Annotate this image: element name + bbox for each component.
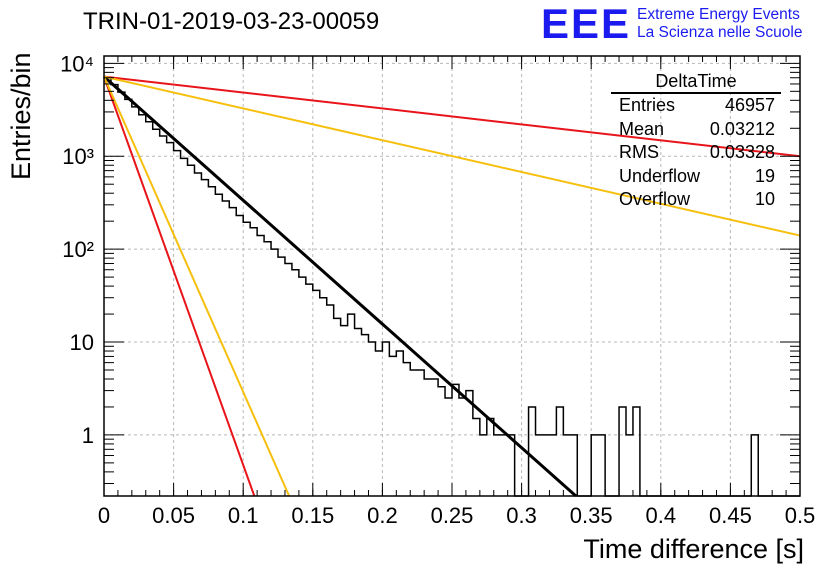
x-tick-label: 0.25 bbox=[431, 503, 474, 528]
series-lines bbox=[103, 75, 801, 498]
logo-letters: EEE bbox=[541, 0, 632, 47]
logo-line-1: Extreme Energy Events bbox=[637, 6, 800, 23]
stats-label: Overflow bbox=[619, 189, 691, 209]
stats-row-overflow: Overflow 10 bbox=[611, 188, 781, 212]
y-tick-label: 10³ bbox=[62, 144, 94, 169]
axis-ticks bbox=[103, 56, 801, 496]
stats-label: Underflow bbox=[619, 165, 701, 186]
x-tick-label: 0.3 bbox=[506, 503, 537, 528]
x-tick-label: 0.5 bbox=[785, 503, 816, 528]
y-axis-label: Entries/bin bbox=[6, 52, 36, 180]
stats-title: DeltaTime bbox=[611, 70, 781, 94]
stats-label: RMS bbox=[619, 142, 659, 162]
reference-line-orange-slow bbox=[103, 75, 801, 237]
plot-title: TRIN-01-2019-03-23-00059 bbox=[83, 8, 380, 35]
x-tick-label: 0.05 bbox=[152, 503, 195, 528]
x-tick-label: 0.1 bbox=[228, 503, 259, 528]
y-tick-label: 10⁴ bbox=[60, 51, 94, 76]
stats-value: 19 bbox=[754, 165, 775, 186]
y-tick-label: 10 bbox=[70, 330, 94, 355]
fit-line-black bbox=[103, 75, 577, 498]
x-tick-label: 0 bbox=[98, 503, 110, 528]
histogram-outline bbox=[104, 76, 800, 497]
x-tick-label: 0.45 bbox=[709, 503, 752, 528]
tick-labels: 0 0.05 0.1 0.15 0.2 0.25 0.3 0.35 0.4 0.45 0.5 1 10 1… bbox=[60, 51, 815, 528]
stats-label: Mean bbox=[619, 118, 665, 139]
x-tick-label: 0.4 bbox=[646, 503, 677, 528]
x-axis-label: Time difference [s] bbox=[583, 534, 804, 564]
stats-row-mean: Mean 0.03212 bbox=[611, 118, 781, 142]
y-tick-label: 1 bbox=[82, 423, 94, 448]
x-tick-label: 0.15 bbox=[291, 503, 334, 528]
reference-line-red-fast bbox=[103, 76, 256, 497]
stats-value: 0.03212 bbox=[709, 118, 775, 139]
stats-value: 0.03328 bbox=[709, 142, 775, 162]
x-tick-label: 0.2 bbox=[367, 503, 398, 528]
stats-label: Entries bbox=[619, 95, 676, 115]
y-tick-label: 10² bbox=[62, 237, 94, 262]
x-tick-label: 0.35 bbox=[570, 503, 613, 528]
reference-line-red-slow bbox=[103, 75, 801, 158]
stats-value: 10 bbox=[754, 189, 775, 209]
stats-row-underflow: Underflow 19 bbox=[611, 165, 781, 189]
stats-row-entries: Entries 46957 bbox=[611, 94, 781, 118]
stats-box: DeltaTime Entries 46957 Mean 0.03212 RMS… bbox=[611, 70, 781, 212]
logo-line-2: La Scienza nelle Scuole bbox=[637, 24, 803, 41]
histogram bbox=[104, 76, 800, 497]
stats-value: 46957 bbox=[724, 95, 775, 115]
reference-line-orange-fast bbox=[103, 76, 291, 497]
stats-row-rms: RMS 0.03328 bbox=[611, 141, 781, 165]
